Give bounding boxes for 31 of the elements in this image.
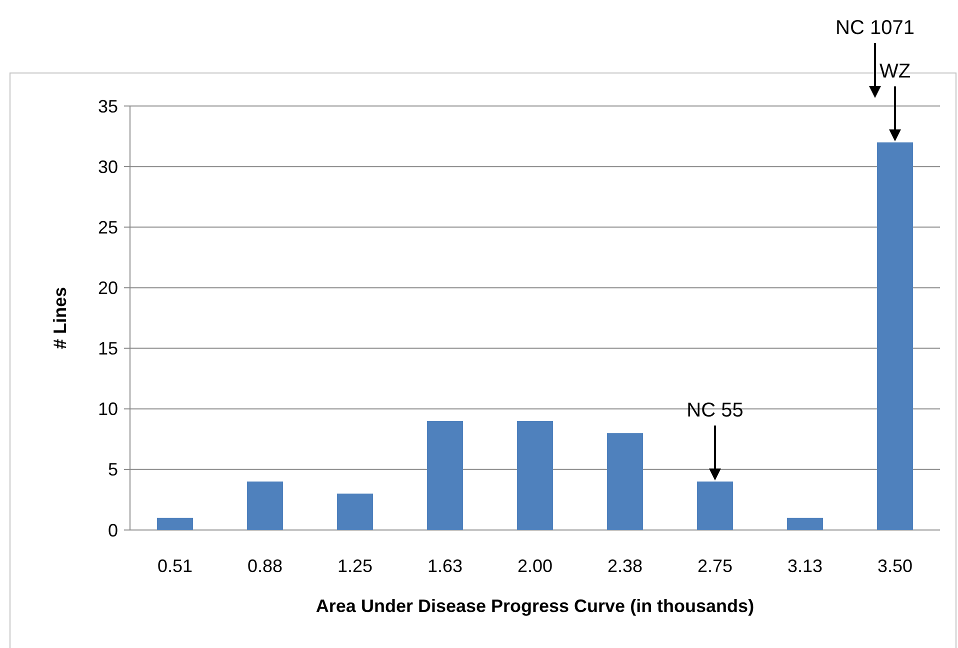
bar [247,482,283,530]
x-tick-label: 0.88 [247,556,283,576]
x-tick-label: 2.38 [607,556,643,576]
bar [157,518,193,530]
bar [787,518,823,530]
bar [517,420,553,530]
y-tick-label: 25 [98,217,118,238]
y-tick-label: 35 [98,96,118,116]
bar [697,482,733,530]
x-tick-label: 0.51 [157,556,193,576]
y-axis-title: # Lines [50,286,70,350]
x-tick-label: 1.63 [427,556,463,576]
x-tick-label: 2.00 [517,556,553,576]
y-tick-label: 0 [108,520,118,540]
annotation: NC 55 [686,400,744,422]
annotation: WZ [879,60,911,82]
x-tick-label: 3.50 [877,556,913,576]
y-tick-label: 15 [98,338,118,359]
y-tick-label: 30 [98,156,118,177]
x-tick-label: 2.75 [697,556,733,576]
x-tick-label: 3.13 [787,556,823,576]
x-axis-title: Area Under Disease Progress Curve (in thousands) [316,596,754,616]
bar [427,420,463,530]
y-tick-label: 5 [108,460,118,480]
text: NC 1071 [836,17,914,39]
bar [607,433,643,530]
bar [337,494,373,530]
y-tick-label: 10 [98,399,118,420]
y-tick-label: 20 [98,278,118,298]
x-tick-label: 1.25 [337,556,373,576]
bar [877,142,913,530]
